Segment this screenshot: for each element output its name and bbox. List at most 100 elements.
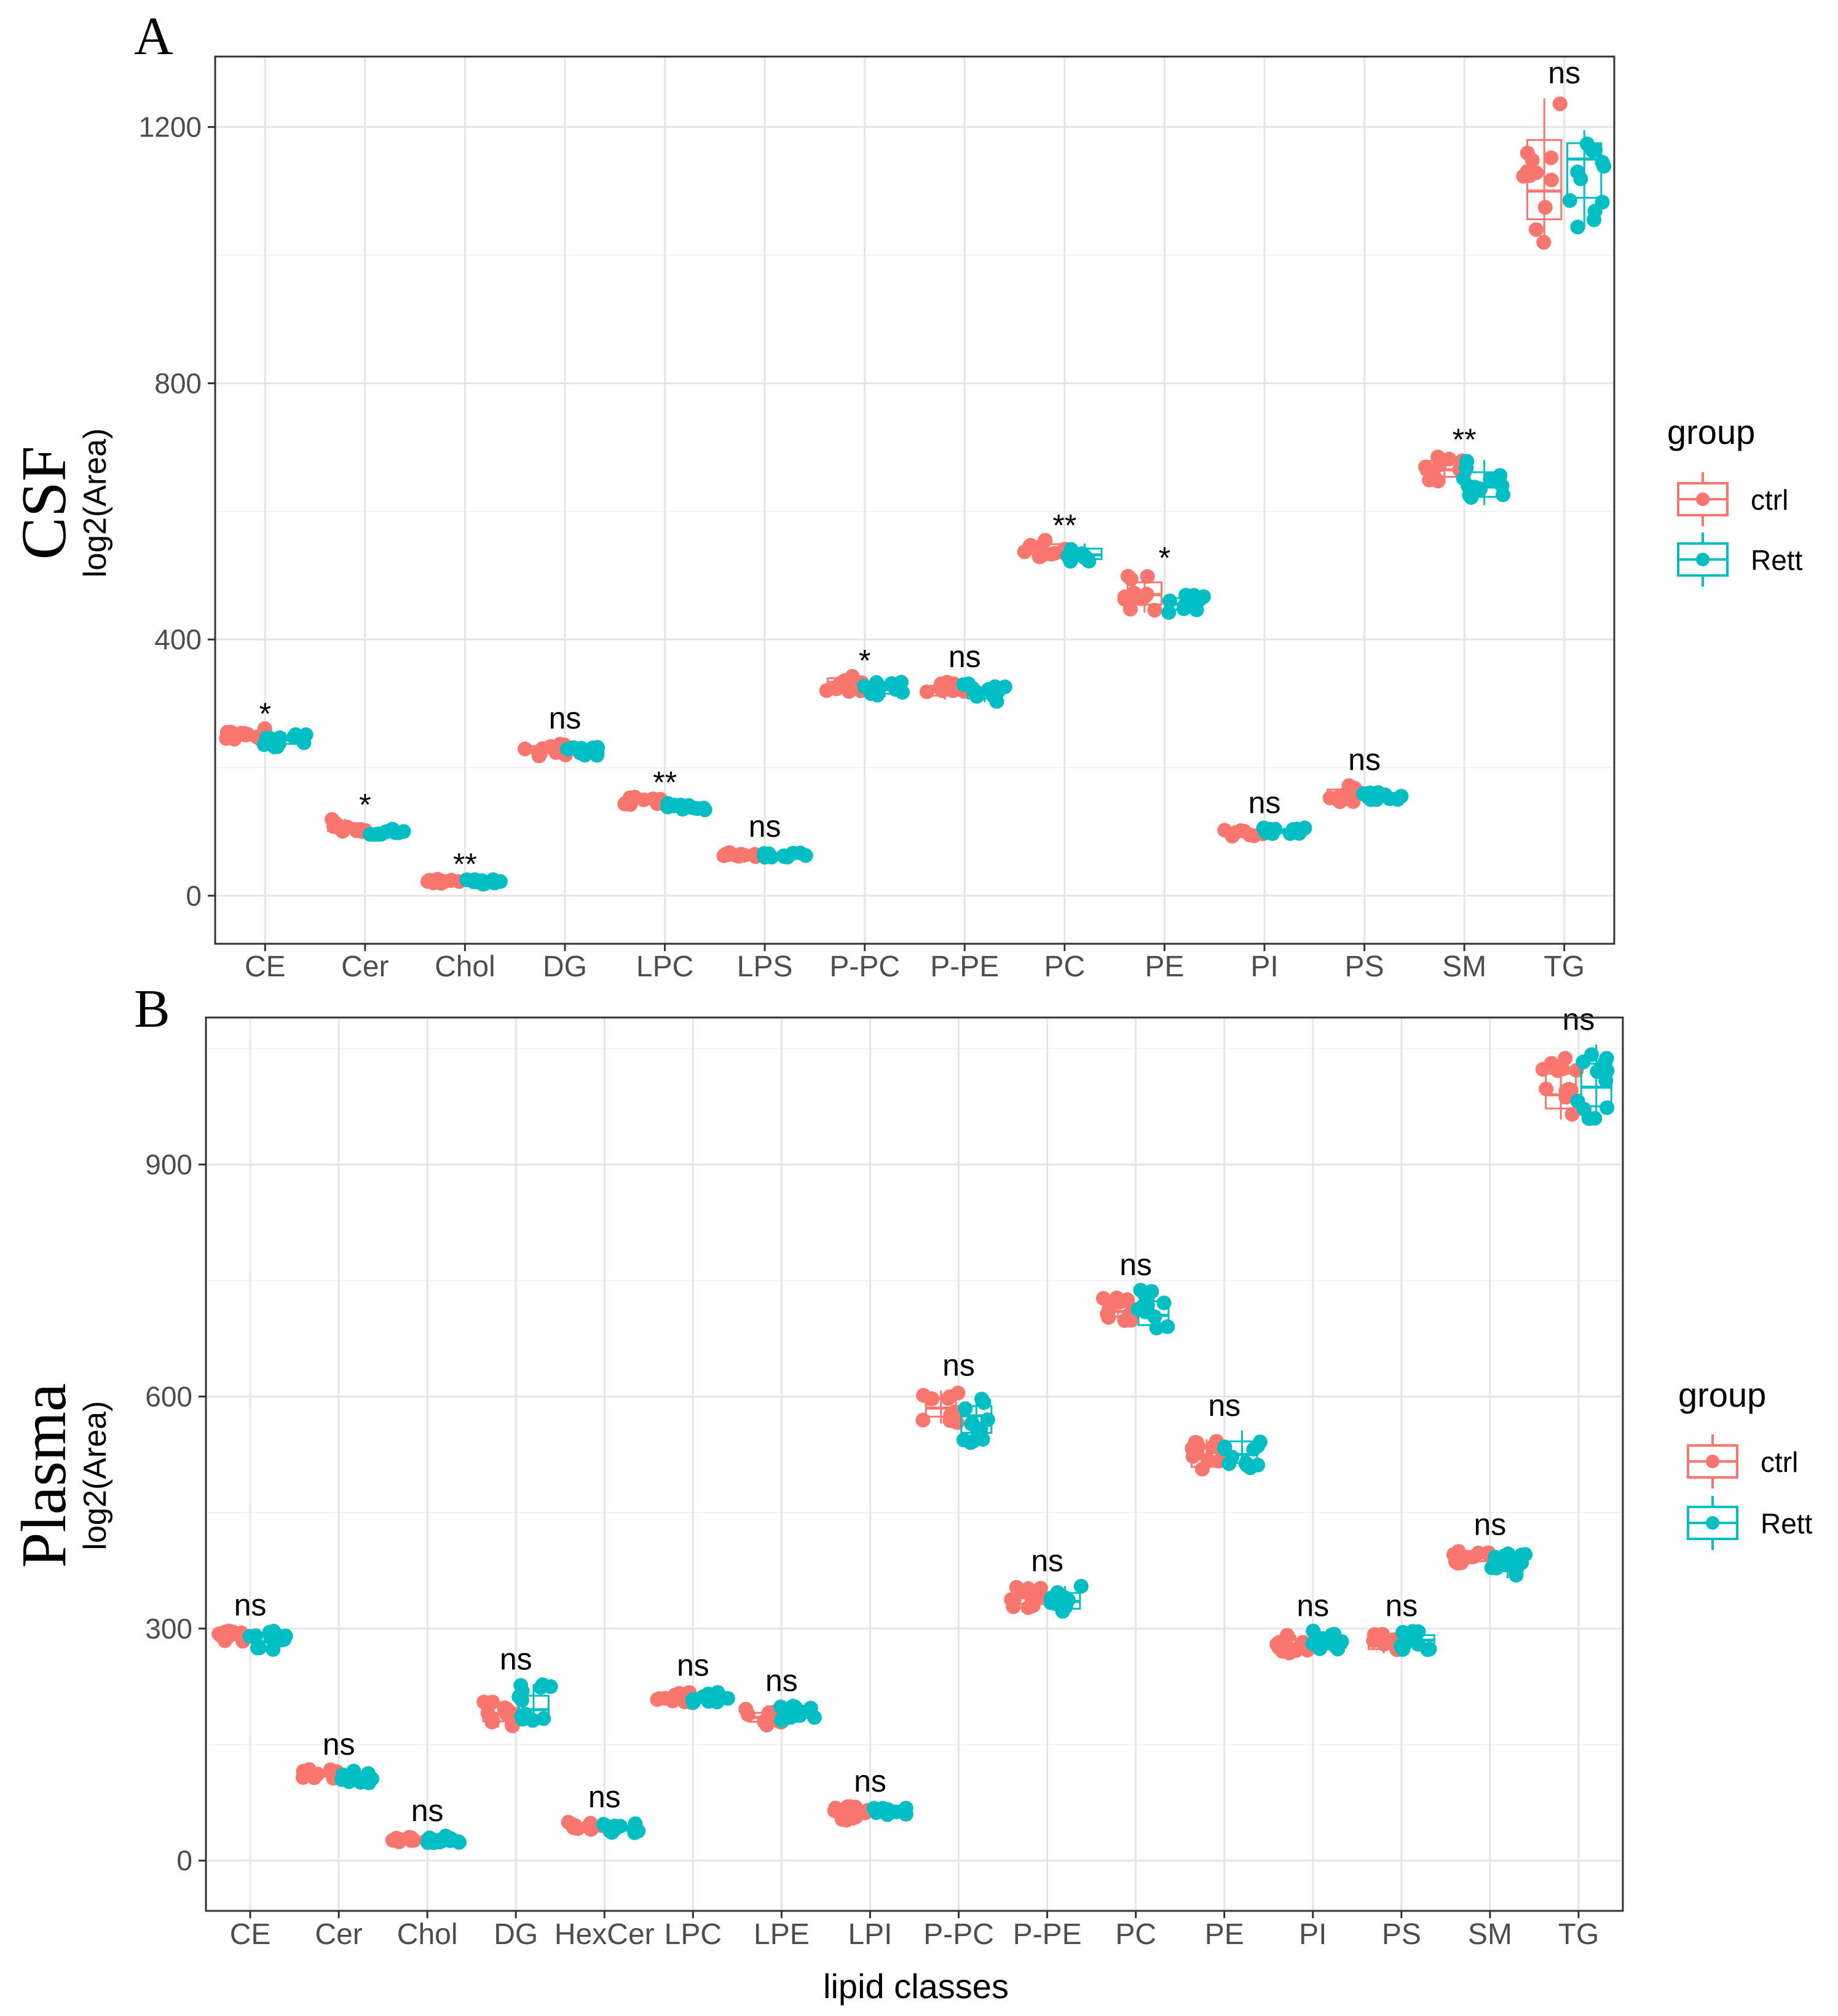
point-rett-dg	[533, 1680, 548, 1695]
y-tick-label: 900	[145, 1148, 192, 1180]
x-tick-label-pe: PE	[1145, 951, 1184, 983]
point-rett-ce	[278, 1628, 293, 1643]
legend-key-ctrl	[1677, 472, 1729, 526]
significance-label-chol: **	[453, 847, 477, 882]
point-rett-dg	[511, 1689, 527, 1704]
y-tick-label: 1200	[139, 111, 202, 143]
x-tick-label-lps: LPS	[737, 951, 793, 983]
significance-label-pi: ns	[1248, 785, 1281, 820]
point-rett-lpc	[701, 1694, 716, 1709]
point-rett-pe	[1161, 605, 1177, 620]
x-tick-label-cer: Cer	[315, 1918, 362, 1951]
point-rett-pi	[1261, 821, 1277, 837]
point-rett-pc	[1149, 1320, 1164, 1335]
point-ctrl-pi	[1288, 1643, 1304, 1658]
point-ctrl-ce	[219, 731, 234, 746]
point-rett-p-pc	[980, 1412, 995, 1428]
point-rett-pe	[1186, 588, 1202, 603]
point-ctrl-tg	[1552, 96, 1568, 111]
legend-key-rett	[1677, 532, 1729, 587]
point-ctrl-pc	[1033, 539, 1048, 555]
point-ctrl-sm	[1453, 1548, 1469, 1563]
point-ctrl-tg	[1516, 168, 1531, 184]
point-rett-tg	[1581, 1111, 1596, 1126]
x-tick-label-pi: PI	[1250, 951, 1278, 983]
significance-label-lpc: **	[653, 765, 677, 799]
point-rett-tg	[1587, 204, 1603, 219]
point-ctrl-pi	[1279, 1627, 1295, 1643]
point-rett-pi	[1323, 1635, 1338, 1650]
x-tick-label-p-pc: P-PC	[923, 1918, 994, 1951]
point-ctrl-pe	[1147, 603, 1162, 618]
panel-background	[206, 1018, 1623, 1911]
significance-label-p-pe: ns	[1031, 1544, 1063, 1578]
y-axis-label-b: log2(Area)	[77, 1401, 113, 1551]
point-rett-sm	[1459, 461, 1474, 476]
significance-label-tg: ns	[1548, 56, 1580, 90]
point-rett-pc	[1147, 1309, 1162, 1324]
legend-point	[1706, 1455, 1719, 1468]
point-ctrl-p-pe	[1033, 1581, 1048, 1596]
point-rett-pc	[1156, 1295, 1172, 1311]
point-rett-ce	[270, 738, 285, 753]
point-ctrl-p-pc	[915, 1412, 931, 1428]
point-ctrl-tg	[1555, 1061, 1570, 1077]
point-rett-p-pe	[1073, 1579, 1089, 1594]
significance-label-p-pc: ns	[942, 1348, 975, 1382]
point-rett-p-pc	[867, 684, 882, 699]
point-rett-pe	[1239, 1455, 1254, 1471]
point-ctrl-dg	[517, 741, 532, 757]
point-rett-p-pc	[964, 1416, 979, 1431]
point-ctrl-p-pe	[1006, 1599, 1021, 1615]
point-ctrl-pe	[1189, 1435, 1205, 1450]
point-rett-lpe	[773, 1699, 789, 1715]
significance-label-sm: **	[1453, 422, 1477, 457]
point-ctrl-tg	[1544, 150, 1559, 165]
point-rett-chol	[475, 877, 491, 892]
point-rett-sm	[1501, 1557, 1516, 1572]
point-rett-pi	[1290, 821, 1305, 837]
point-ctrl-p-pc	[845, 669, 860, 684]
point-rett-lpc	[687, 800, 702, 816]
significance-label-p-pc: *	[859, 643, 870, 678]
significance-label-lpi: ns	[854, 1764, 886, 1798]
point-ctrl-cer	[326, 818, 342, 834]
x-tick-label-pe: PE	[1205, 1918, 1244, 1951]
point-rett-chol	[487, 876, 502, 891]
point-ctrl-lpe	[740, 1707, 755, 1722]
legend-label-rett: Rett	[1761, 1508, 1813, 1540]
x-tick-label-pc: PC	[1044, 951, 1086, 983]
x-tick-label-lpi: LPI	[848, 1918, 892, 1951]
point-rett-p-pe	[1055, 1603, 1070, 1619]
point-rett-sm	[1514, 1548, 1529, 1563]
point-rett-p-pc	[966, 1433, 981, 1449]
y-tick-label: 0	[186, 880, 202, 912]
significance-label-ps: ns	[1348, 743, 1381, 777]
significance-label-sm: ns	[1474, 1508, 1507, 1542]
panel-border	[205, 1016, 1624, 1912]
point-rett-pc	[1160, 1319, 1175, 1334]
point-rett-p-pc	[958, 1401, 973, 1417]
x-tick-label-chol: Chol	[397, 1918, 458, 1951]
significance-label-lpc: ns	[677, 1648, 709, 1682]
point-rett-ce	[242, 1629, 258, 1644]
point-ctrl-lps	[720, 847, 736, 862]
point-ctrl-tg	[1544, 172, 1559, 188]
point-ctrl-lpi	[848, 1800, 863, 1815]
point-rett-sm	[1461, 478, 1476, 494]
point-ctrl-pe	[1140, 569, 1155, 584]
point-ctrl-lps	[733, 847, 749, 862]
point-rett-cer	[341, 1773, 356, 1789]
x-tick-label-lpe: LPE	[754, 1918, 810, 1951]
point-ctrl-lpe	[759, 1717, 775, 1733]
point-ctrl-tg	[1544, 1056, 1559, 1071]
point-rett-tg	[1576, 1054, 1591, 1070]
x-tick-label-dg: DG	[494, 1918, 538, 1951]
point-rett-lps	[798, 848, 813, 863]
x-tick-label-pi: PI	[1299, 1918, 1327, 1951]
legend-point	[1696, 553, 1710, 566]
point-ctrl-pi	[1271, 1640, 1287, 1655]
significance-label-p-pe: ns	[949, 639, 981, 674]
